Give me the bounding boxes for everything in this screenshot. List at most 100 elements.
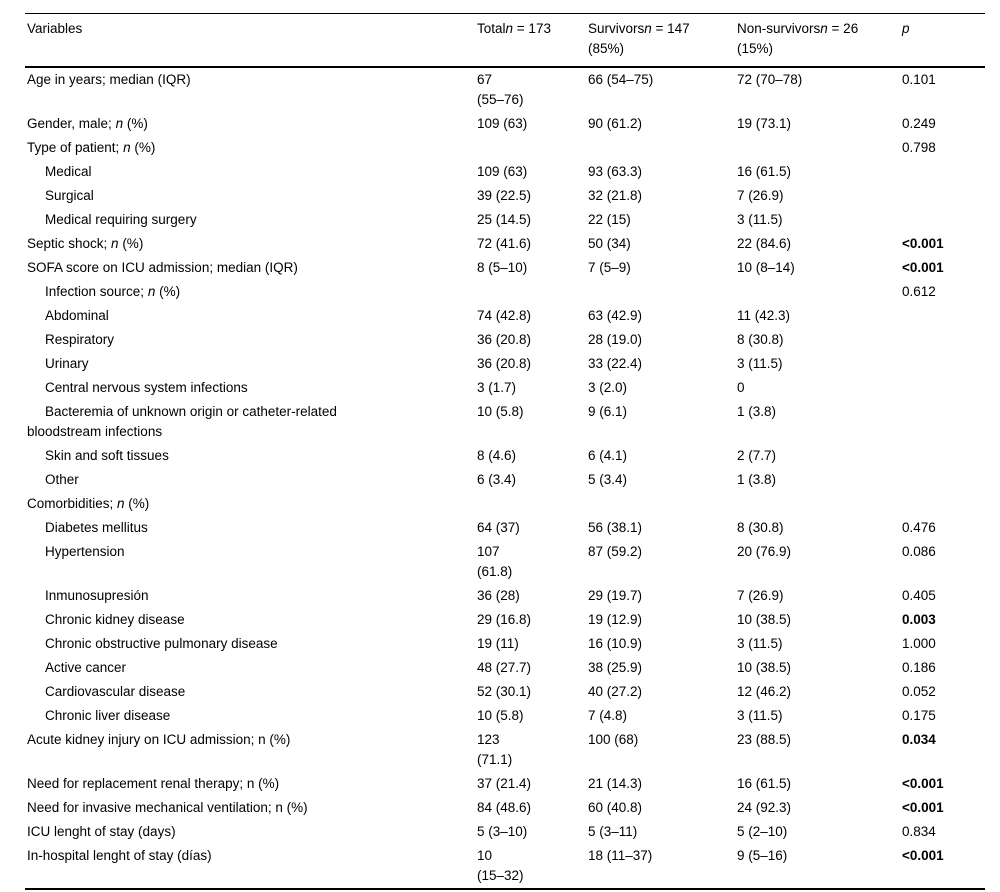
text: Cardiovascular disease bbox=[45, 684, 186, 699]
text: Surgical bbox=[45, 188, 94, 203]
table-row: Other 6 (3.4) 5 (3.4) 1 (3.8) bbox=[25, 468, 985, 492]
italic-text: p bbox=[902, 21, 910, 36]
cell-variable: Hypertension bbox=[25, 540, 477, 584]
column-header-variables: Variables bbox=[25, 13, 477, 68]
cell-variable: Acute kidney injury on ICU admission; n … bbox=[25, 728, 477, 772]
cell-total: 64 (37) bbox=[477, 520, 520, 535]
text: Septic shock; bbox=[27, 236, 112, 251]
text: Need for replacement renal therapy; n (%… bbox=[27, 776, 280, 791]
cell-variable: Urinary bbox=[25, 352, 477, 376]
cell-variable: Infection source; n (%) bbox=[25, 280, 477, 304]
table-body: Age in years; median (IQR) 67 (55–76) 66 (… bbox=[25, 67, 985, 889]
cell-total: 19 (11) bbox=[477, 636, 519, 651]
cell-nonsurvivors: 72 (70–78) bbox=[737, 72, 803, 87]
cell-nonsurvivors: 0 bbox=[737, 380, 745, 395]
cell-nonsurvivors: 3 (11.5) bbox=[737, 636, 783, 651]
text: In-hospital lenght of stay (días) bbox=[27, 848, 212, 863]
column-header-total: Totaln = 173 bbox=[477, 13, 588, 68]
cell-variable: Need for invasive mechanical ventilation… bbox=[25, 796, 477, 820]
cell-survivors bbox=[588, 492, 737, 516]
cell-nonsurvivors: 3 (11.5) bbox=[737, 212, 783, 227]
cell-survivors bbox=[588, 136, 737, 160]
cell-nonsurvivors: 1 (3.8) bbox=[737, 472, 777, 487]
text: Other bbox=[45, 472, 79, 487]
table-row: Inmunosupresión 36 (28) 29 (19.7) 7 (26.9) 0… bbox=[25, 584, 985, 608]
cell-variable: Surgical bbox=[25, 184, 477, 208]
text: Variables bbox=[27, 21, 83, 36]
cell-variable: Gender, male; n (%) bbox=[25, 112, 477, 136]
table-row: Diabetes mellitus 64 (37) 56 (38.1) 8 (30.8… bbox=[25, 516, 985, 540]
cell-variable: Comorbidities; n (%) bbox=[25, 492, 477, 516]
text: Infection source; bbox=[45, 284, 148, 299]
cell-p: <0.001 bbox=[902, 236, 944, 251]
cell-nonsurvivors: 1 (3.8) bbox=[737, 404, 777, 419]
cell-survivors: 38 (25.9) bbox=[588, 660, 643, 675]
cell-variable: Age in years; median (IQR) bbox=[25, 67, 477, 112]
patient-characteristics-table: Variables Totaln = 173 Survivorsn = 147 (8… bbox=[25, 13, 985, 890]
text: SOFA score on ICU admission; median (IQR… bbox=[27, 260, 298, 275]
cell-survivors: 33 (22.4) bbox=[588, 356, 643, 371]
column-header-nonsurvivors: Non-survivorsn = 26 (15%) bbox=[737, 13, 902, 68]
text: Non-survivors bbox=[737, 21, 821, 36]
cell-variable: Type of patient; n (%) bbox=[25, 136, 477, 160]
table-row: Medical 109 (63) 93 (63.3) 16 (61.5) bbox=[25, 160, 985, 184]
text: = 147 (85%) bbox=[588, 21, 690, 56]
table-row: Gender, male; n (%) 109 (63) 90 (61.2) 19 (… bbox=[25, 112, 985, 136]
table-row: Septic shock; n (%) 72 (41.6) 50 (34) 22 (8… bbox=[25, 232, 985, 256]
cell-nonsurvivors bbox=[737, 492, 902, 516]
cell-survivors: 3 (2.0) bbox=[588, 380, 628, 395]
italic-text: n bbox=[123, 140, 131, 155]
cell-survivors: 93 (63.3) bbox=[588, 164, 643, 179]
cell-total bbox=[477, 136, 588, 160]
cell-survivors: 87 (59.2) bbox=[588, 544, 643, 559]
cell-survivors: 32 (21.8) bbox=[588, 188, 643, 203]
cell-p: 0.405 bbox=[902, 588, 936, 603]
table-row: Need for invasive mechanical ventilation… bbox=[25, 796, 985, 820]
cell-survivors bbox=[588, 280, 737, 304]
cell-total: 10 (15–32) bbox=[477, 848, 524, 883]
italic-text: n bbox=[117, 496, 125, 511]
cell-variable: Medical bbox=[25, 160, 477, 184]
cell-nonsurvivors bbox=[737, 136, 902, 160]
cell-nonsurvivors: 20 (76.9) bbox=[737, 544, 792, 559]
cell-p: 0.101 bbox=[902, 72, 936, 87]
cell-total: 48 (27.7) bbox=[477, 660, 532, 675]
cell-nonsurvivors: 24 (92.3) bbox=[737, 800, 792, 815]
italic-text: n bbox=[505, 21, 514, 36]
cell-survivors: 100 (68) bbox=[588, 732, 639, 747]
cell-variable: Medical requiring surgery bbox=[25, 208, 477, 232]
cell-nonsurvivors: 12 (46.2) bbox=[737, 684, 792, 699]
cell-variable: Chronic obstructive pulmonary disease bbox=[25, 632, 477, 656]
italic-text: n bbox=[147, 284, 156, 299]
cell-variable: Central nervous system infections bbox=[25, 376, 477, 400]
cell-p: 0.003 bbox=[902, 612, 936, 627]
text: = 173 bbox=[513, 21, 551, 36]
cell-total: 5 (3–10) bbox=[477, 824, 528, 839]
cell-total: 36 (28) bbox=[477, 588, 520, 603]
cell-survivors: 66 (54–75) bbox=[588, 72, 654, 87]
cell-p: 0.086 bbox=[902, 544, 936, 559]
text: Total bbox=[477, 21, 506, 36]
text: Type of patient; bbox=[27, 140, 124, 155]
cell-p bbox=[902, 444, 985, 468]
cell-survivors: 21 (14.3) bbox=[588, 776, 643, 791]
column-header-p: p bbox=[902, 13, 985, 68]
cell-p bbox=[902, 208, 985, 232]
italic-text: n bbox=[644, 21, 652, 36]
cell-survivors: 16 (10.9) bbox=[588, 636, 643, 651]
cell-total: 6 (3.4) bbox=[477, 472, 517, 487]
cell-nonsurvivors: 3 (11.5) bbox=[737, 356, 783, 371]
text: = 26 (15%) bbox=[737, 21, 859, 56]
cell-nonsurvivors: 10 (38.5) bbox=[737, 612, 792, 627]
italic-text: n bbox=[820, 21, 828, 36]
cell-variable: Inmunosupresión bbox=[25, 584, 477, 608]
cell-total: 8 (4.6) bbox=[477, 448, 517, 463]
text: Respiratory bbox=[45, 332, 115, 347]
cell-p: 0.052 bbox=[902, 684, 936, 699]
cell-nonsurvivors: 5 (2–10) bbox=[737, 824, 788, 839]
cell-p bbox=[902, 352, 985, 376]
cell-nonsurvivors: 8 (30.8) bbox=[737, 520, 784, 535]
cell-survivors: 50 (34) bbox=[588, 236, 631, 251]
table-row: Type of patient; n (%) 0.798 bbox=[25, 136, 985, 160]
cell-nonsurvivors: 3 (11.5) bbox=[737, 708, 783, 723]
